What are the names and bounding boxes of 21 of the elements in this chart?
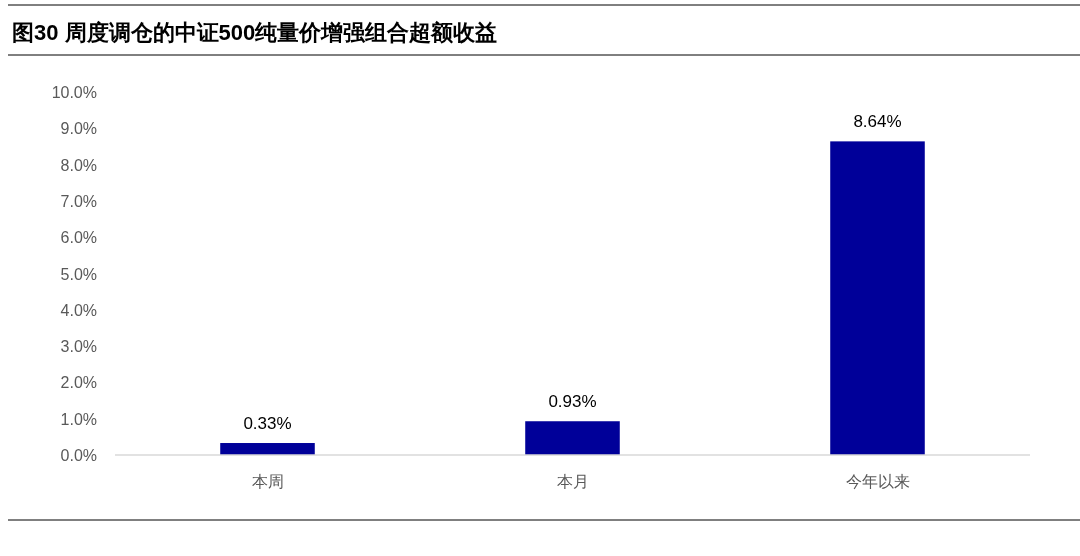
y-tick-label: 2.0% bbox=[60, 374, 97, 392]
data-label: 8.64% bbox=[853, 112, 902, 132]
y-tick-label: 7.0% bbox=[60, 192, 97, 210]
y-tick-label: 0.0% bbox=[60, 447, 97, 464]
y-tick-label: 3.0% bbox=[60, 338, 97, 356]
y-tick-label: 8.0% bbox=[60, 156, 97, 174]
x-tick-label: 本月 bbox=[556, 473, 589, 490]
y-tick-label: 1.0% bbox=[60, 410, 97, 428]
bar bbox=[830, 141, 925, 455]
bar bbox=[220, 443, 315, 455]
data-label: 0.33% bbox=[243, 414, 292, 434]
y-tick-label: 4.0% bbox=[60, 301, 97, 319]
y-tick-label: 10.0% bbox=[51, 84, 97, 101]
title: 图30 周度调仓的中证500纯量价增强组合超额收益 bbox=[12, 20, 498, 45]
x-tick-label: 本周 bbox=[251, 473, 284, 490]
y-tick-label: 6.0% bbox=[60, 229, 97, 247]
y-tick-label: 9.0% bbox=[60, 120, 97, 138]
y-tick-label: 5.0% bbox=[60, 265, 97, 283]
data-label: 0.93% bbox=[548, 392, 597, 412]
x-tick-label: 今年以来 bbox=[845, 473, 910, 490]
bar bbox=[525, 421, 620, 455]
